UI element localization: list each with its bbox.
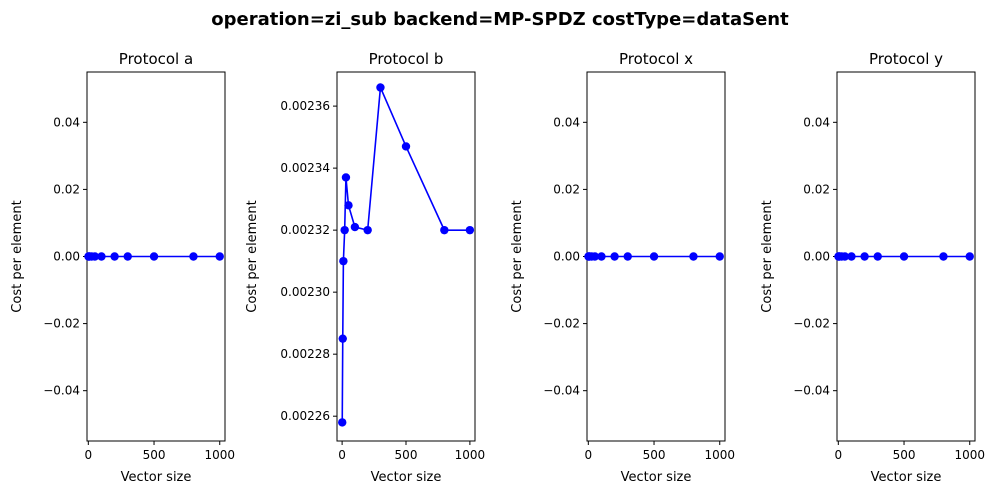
y-tick-label: 0.02	[553, 182, 580, 196]
data-point	[338, 334, 347, 343]
data-point	[623, 252, 632, 261]
x-axis-label: Vector size	[871, 470, 942, 485]
data-point	[344, 201, 353, 210]
y-tick-label: 0.04	[803, 115, 830, 129]
data-point	[465, 225, 475, 235]
y-tick-label: 0.00236	[280, 99, 330, 113]
y-tick-label: −0.04	[43, 384, 80, 398]
data-point	[350, 222, 360, 232]
y-axis-label: Cost per element	[760, 200, 775, 312]
x-axis-label: Vector size	[621, 470, 692, 485]
y-tick-label: −0.04	[543, 384, 580, 398]
data-point	[189, 252, 198, 261]
data-point	[340, 225, 349, 235]
y-tick-label: −0.02	[543, 317, 580, 331]
x-tick-label: 0	[338, 448, 346, 462]
data-point	[860, 252, 869, 261]
x-tick-label: 1000	[204, 448, 235, 462]
data-point	[97, 252, 106, 261]
data-point	[965, 252, 974, 261]
data-point	[341, 173, 351, 182]
data-point	[401, 142, 411, 151]
data-point	[610, 252, 619, 261]
data-point	[363, 225, 372, 235]
data-point	[149, 252, 159, 261]
x-tick-label: 1000	[954, 448, 985, 462]
y-tick-label: 0.02	[803, 182, 830, 196]
subplot-title: Protocol y	[869, 50, 943, 68]
subplot-title: Protocol x	[619, 50, 693, 68]
y-tick-label: 0.00	[53, 250, 80, 264]
y-tick-label: 0.00230	[280, 285, 330, 299]
x-tick-label: 1000	[455, 448, 486, 462]
subplot-title: Protocol b	[369, 50, 444, 68]
x-tick-label: 500	[643, 448, 666, 462]
data-point	[840, 252, 850, 261]
y-tick-label: 0.00232	[280, 223, 330, 237]
data-point	[339, 256, 348, 266]
y-axis-label: Cost per element	[10, 200, 25, 312]
data-point	[440, 225, 449, 235]
x-tick-label: 0	[834, 448, 842, 462]
y-tick-label: 0.00	[803, 250, 830, 264]
y-tick-label: 0.04	[553, 115, 580, 129]
data-point	[873, 252, 882, 261]
y-tick-label: −0.02	[793, 317, 830, 331]
y-tick-label: 0.00228	[280, 347, 330, 361]
x-axis-label: Vector size	[121, 470, 192, 485]
data-point	[338, 418, 347, 427]
data-point	[590, 252, 600, 261]
y-axis-label: Cost per element	[510, 200, 525, 312]
subplot-2: Protocol b 0 500 1000 0.00226 0.00228 0.00230 0…	[245, 50, 485, 485]
y-tick-label: 0.04	[53, 115, 80, 129]
y-tick-label: 0.02	[53, 182, 80, 196]
subplot-4: Protocol y 0 500 1000 −0.04 −0.02 0.00 0.02 0.04…	[760, 50, 985, 485]
data-point	[123, 252, 132, 261]
subplot-1: Protocol a 0 500 1000 −0.04 −0.02 0.00 0.02 0.04…	[10, 50, 235, 485]
x-axis-label: Vector size	[371, 470, 442, 485]
x-tick-label: 500	[143, 448, 166, 462]
data-point	[110, 252, 119, 261]
data-point	[215, 252, 224, 261]
figure-title: operation=zi_sub backend=MP-SPDZ costTyp…	[211, 9, 789, 30]
subplot-title: Protocol a	[119, 50, 193, 68]
y-axis-label: Cost per element	[245, 200, 260, 312]
data-point	[689, 252, 698, 261]
data-point	[847, 252, 856, 261]
y-tick-label: 0.00226	[280, 409, 330, 423]
data-point	[899, 252, 909, 261]
data-point	[597, 252, 606, 261]
y-tick-label: −0.02	[43, 317, 80, 331]
data-point	[939, 252, 948, 261]
axes-frame	[336, 71, 476, 442]
x-tick-label: 0	[84, 448, 92, 462]
data-point	[376, 83, 385, 92]
x-tick-label: 500	[893, 448, 916, 462]
y-tick-label: 0.00234	[280, 161, 330, 175]
y-tick-label: −0.04	[793, 384, 830, 398]
y-tick-label: 0.00	[553, 250, 580, 264]
series-line	[341, 87, 470, 423]
data-point	[715, 252, 724, 261]
x-tick-label: 500	[395, 448, 418, 462]
x-tick-label: 1000	[704, 448, 735, 462]
subplot-3: Protocol x 0 500 1000 −0.04 −0.02 0.00 0.02 0.04…	[510, 50, 735, 485]
subplot-grid: Protocol a 0 500 1000 −0.04 −0.02 0.00 0.02 0.04…	[10, 50, 985, 485]
x-tick-label: 0	[584, 448, 592, 462]
data-point	[90, 252, 100, 261]
data-point	[649, 252, 659, 261]
